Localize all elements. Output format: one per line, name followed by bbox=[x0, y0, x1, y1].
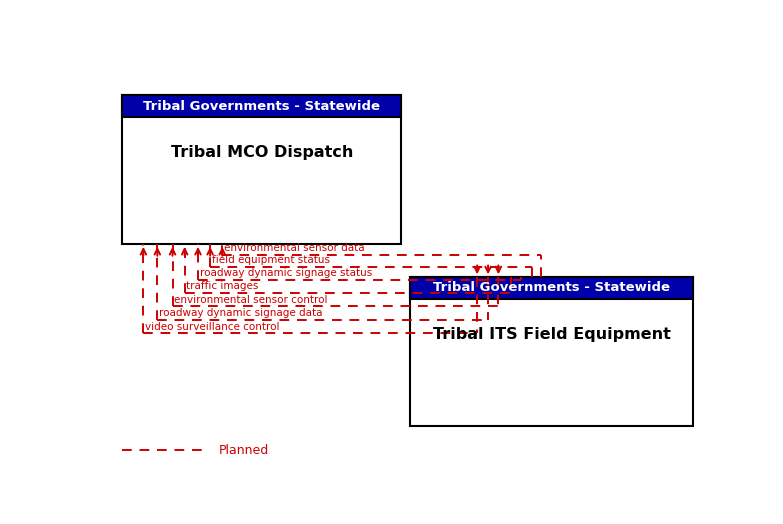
Text: Tribal ITS Field Equipment: Tribal ITS Field Equipment bbox=[432, 327, 670, 342]
Text: roadway dynamic signage data: roadway dynamic signage data bbox=[159, 308, 323, 318]
Text: traffic images: traffic images bbox=[186, 281, 259, 291]
Bar bbox=[410, 277, 693, 426]
Bar bbox=[122, 95, 402, 244]
Text: Tribal Governments - Statewide: Tribal Governments - Statewide bbox=[143, 100, 381, 113]
Bar bbox=[122, 95, 402, 117]
Text: environmental sensor control: environmental sensor control bbox=[175, 294, 328, 304]
Text: environmental sensor data: environmental sensor data bbox=[224, 243, 365, 253]
Text: Planned: Planned bbox=[219, 444, 269, 457]
Text: Tribal Governments - Statewide: Tribal Governments - Statewide bbox=[433, 281, 670, 294]
Text: roadway dynamic signage status: roadway dynamic signage status bbox=[200, 268, 372, 278]
Text: field equipment status: field equipment status bbox=[212, 255, 330, 265]
Bar bbox=[410, 277, 693, 299]
Text: Tribal MCO Dispatch: Tribal MCO Dispatch bbox=[171, 146, 353, 160]
Text: video surveillance control: video surveillance control bbox=[145, 322, 280, 332]
